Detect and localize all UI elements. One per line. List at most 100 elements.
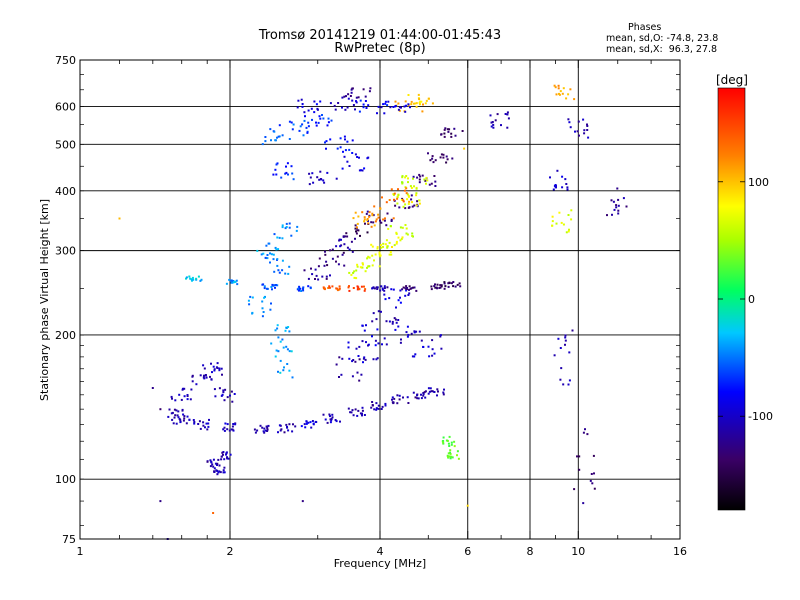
data-point <box>384 100 387 103</box>
data-point <box>223 399 226 402</box>
data-point <box>188 418 191 421</box>
data-point <box>352 359 355 361</box>
data-point <box>552 188 555 191</box>
axis-ticks: 1 2 4 6 8 10 16 75 100 200 300 400 500 600 750 <box>55 54 687 558</box>
data-point <box>578 134 580 137</box>
data-point <box>375 218 378 221</box>
data-point <box>222 428 225 431</box>
data-point <box>422 346 425 348</box>
data-point <box>213 471 216 473</box>
data-point <box>307 109 310 112</box>
data-point <box>217 471 220 474</box>
data-point <box>266 428 269 431</box>
data-point <box>427 97 430 100</box>
data-point <box>425 176 428 179</box>
data-point <box>168 408 171 411</box>
data-point <box>375 318 378 321</box>
data-point <box>500 124 502 127</box>
data-point <box>276 324 279 327</box>
data-point <box>191 374 194 377</box>
data-point <box>170 395 173 398</box>
data-point <box>322 413 325 416</box>
data-point <box>186 415 189 418</box>
data-point <box>564 178 567 181</box>
data-point <box>347 286 350 289</box>
data-point <box>261 300 264 303</box>
data-point <box>286 363 289 365</box>
data-point <box>281 134 284 137</box>
data-point <box>212 365 215 368</box>
data-point <box>444 285 447 288</box>
data-point <box>284 227 287 230</box>
data-point <box>288 350 291 353</box>
data-point <box>330 417 333 420</box>
data-point <box>381 287 384 290</box>
data-point <box>225 452 228 455</box>
data-point <box>235 279 238 282</box>
data-point <box>383 285 386 288</box>
colorbar-label: [deg] <box>716 73 748 87</box>
data-point <box>401 226 404 229</box>
data-point <box>364 270 367 273</box>
data-point <box>266 254 269 256</box>
data-point <box>329 249 332 252</box>
data-point <box>445 161 448 164</box>
data-point <box>428 183 431 186</box>
data-point <box>583 132 586 135</box>
data-point <box>309 176 312 179</box>
data-point <box>362 106 365 109</box>
data-point <box>261 283 264 286</box>
data-point <box>193 422 196 425</box>
data-point <box>358 169 361 172</box>
data-point <box>354 211 357 214</box>
data-point <box>392 217 395 220</box>
data-point <box>394 100 397 103</box>
data-point <box>407 104 410 107</box>
data-point <box>625 205 628 208</box>
data-point <box>314 268 317 271</box>
data-point <box>380 408 383 410</box>
data-point <box>206 428 209 431</box>
data-point <box>366 157 369 160</box>
data-point <box>436 283 439 286</box>
data-point <box>358 358 361 361</box>
data-point <box>389 225 392 227</box>
data-point <box>408 285 411 288</box>
data-point <box>380 106 383 109</box>
data-point <box>407 181 409 184</box>
data-point <box>309 286 312 289</box>
data-point <box>375 358 378 361</box>
data-point <box>336 255 339 258</box>
data-point <box>410 100 413 103</box>
data-point <box>311 420 314 422</box>
data-point <box>382 245 384 248</box>
data-point <box>324 250 326 253</box>
data-point <box>342 150 344 153</box>
data-point <box>303 119 306 122</box>
data-point <box>301 123 304 126</box>
data-point <box>409 287 412 290</box>
data-point <box>307 285 310 288</box>
data-point <box>433 391 436 393</box>
data-point <box>400 106 402 109</box>
data-point <box>359 234 361 237</box>
data-point <box>466 504 469 507</box>
x-tick-label: 4 <box>377 545 384 558</box>
data-point <box>325 277 328 280</box>
data-point <box>368 211 371 214</box>
data-point <box>317 121 320 124</box>
data-point <box>350 240 353 243</box>
data-point <box>215 366 218 369</box>
data-point <box>565 183 568 185</box>
data-point <box>429 159 432 162</box>
data-point <box>256 429 259 432</box>
data-point <box>270 253 273 256</box>
data-point <box>490 125 493 128</box>
data-point <box>385 201 388 204</box>
data-point <box>232 280 235 282</box>
data-point <box>299 287 302 290</box>
data-point <box>359 266 362 269</box>
data-point <box>407 402 410 404</box>
data-point <box>408 200 411 203</box>
data-point <box>318 178 321 181</box>
